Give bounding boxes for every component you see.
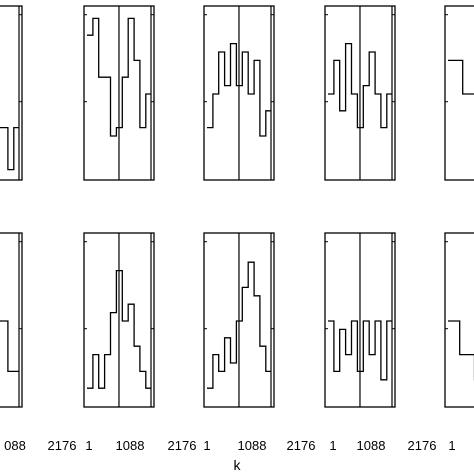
panel-frame — [444, 5, 474, 181]
panel-r0-c3 — [324, 5, 396, 181]
step-series — [328, 42, 392, 129]
x-tick-label: 1 — [448, 438, 455, 453]
step-series — [328, 320, 392, 381]
step-series — [448, 320, 474, 381]
step-series — [207, 261, 271, 389]
step-series — [0, 126, 19, 171]
panel-r1-c0 — [0, 232, 23, 408]
panel-frame — [203, 232, 275, 408]
x-axis-title: k — [234, 457, 242, 473]
panel-frame — [444, 232, 474, 408]
panel-frame — [83, 5, 155, 181]
panel-r0-c2 — [203, 5, 275, 181]
panel-frame — [0, 232, 23, 408]
step-series — [0, 320, 19, 373]
x-tick-label: 1088 — [116, 438, 145, 453]
x-tick-label: 1 — [203, 438, 210, 453]
x-tick-label: 088 — [4, 438, 26, 453]
x-tick-label: 1088 — [357, 438, 386, 453]
x-tick-label: 2176 — [48, 438, 77, 453]
x-tick-label: 2176 — [287, 438, 316, 453]
x-tick-label: 1088 — [238, 438, 267, 453]
panel-r0-c0 — [0, 5, 23, 181]
step-series — [448, 59, 474, 95]
x-tick-label: 1 — [329, 438, 336, 453]
x-tick-label: 2176 — [408, 438, 437, 453]
step-series — [87, 269, 151, 389]
x-tick-label: 1 — [85, 438, 92, 453]
panel-frame — [0, 5, 23, 181]
panel-frame — [324, 232, 396, 408]
panel-r0-c1 — [83, 5, 155, 181]
step-series — [87, 17, 151, 137]
panel-r0-c4 — [444, 5, 474, 181]
panel-r1-c3 — [324, 232, 396, 408]
step-series — [207, 42, 271, 137]
panel-frame — [203, 5, 275, 181]
x-tick-label: 2176 — [168, 438, 197, 453]
panel-r1-c2 — [203, 232, 275, 408]
panel-r1-c4 — [444, 232, 474, 408]
panel-r1-c1 — [83, 232, 155, 408]
panel-frame — [324, 5, 396, 181]
panel-frame — [83, 232, 155, 408]
